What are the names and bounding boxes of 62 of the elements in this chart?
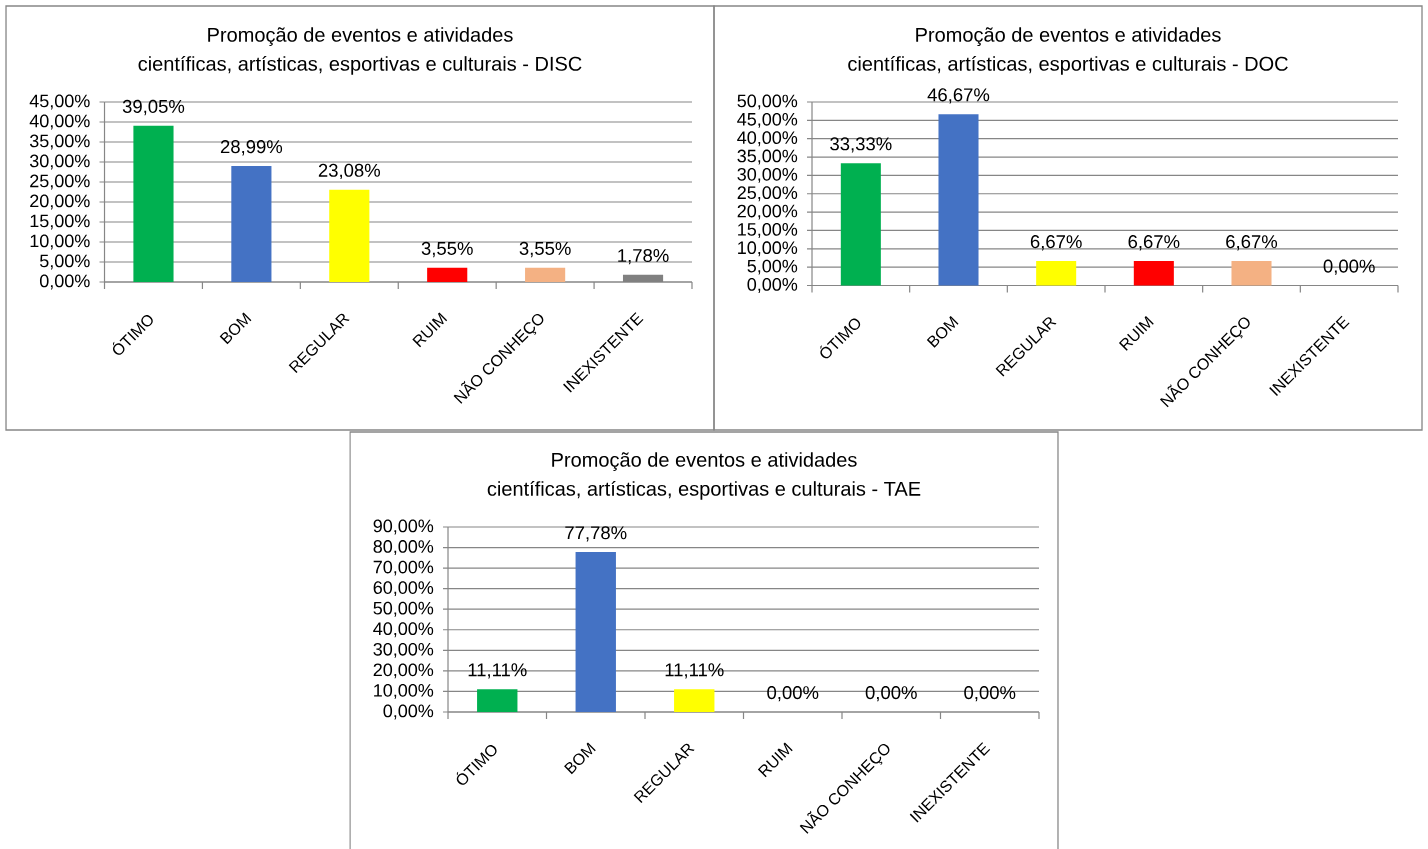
bar — [329, 189, 370, 282]
y-tick-label: 40,00% — [29, 114, 90, 130]
data-label: 39,05% — [122, 99, 185, 116]
y-tick-label: 30,00% — [737, 167, 798, 183]
y-tick-label: 50,00% — [737, 94, 798, 110]
data-label: 11,11% — [468, 663, 527, 679]
data-label: 0,00% — [964, 686, 1016, 702]
bar — [525, 267, 566, 282]
data-label: 46,67% — [927, 88, 990, 104]
y-tick-label: 20,00% — [373, 663, 434, 679]
bar — [133, 125, 174, 282]
data-label: 0,00% — [865, 686, 917, 702]
data-label: 6,67% — [1226, 235, 1278, 251]
y-tick-label: 50,00% — [373, 601, 434, 617]
y-tick-label: 20,00% — [30, 194, 90, 210]
y-tick-label: 0,00% — [383, 704, 434, 720]
y-tick-label: 70,00% — [373, 560, 434, 576]
bar — [1036, 261, 1077, 286]
bar — [427, 267, 468, 282]
data-label: 28,99% — [220, 140, 283, 156]
y-tick-label: 40,00% — [737, 131, 798, 147]
y-tick-label: 80,00% — [373, 540, 434, 555]
data-label: 0,00% — [767, 686, 819, 702]
y-tick-label: 25,00% — [737, 186, 798, 202]
y-tick-label: 10,00% — [30, 234, 90, 250]
data-label: 1,78% — [618, 248, 669, 265]
bar — [231, 166, 272, 282]
bar — [1231, 261, 1272, 286]
y-tick-label: 25,00% — [30, 174, 90, 190]
y-tick-label: 30,00% — [29, 154, 90, 170]
data-label: 3,55% — [421, 241, 473, 258]
y-tick-label: 0,00% — [39, 274, 90, 290]
data-label: 3,55% — [519, 241, 571, 258]
data-label: 6,67% — [1128, 235, 1180, 251]
y-tick-label: 10,00% — [738, 241, 798, 257]
y-tick-label: 35,00% — [29, 134, 90, 150]
data-label: 11,11% — [665, 663, 724, 679]
chart-title: Promoção de eventos e atividades científicas, artísticas, esportivas e culturais - TAE — [487, 452, 921, 500]
y-tick-label: 0,00% — [747, 278, 798, 293]
y-tick-label: 45,00% — [737, 112, 798, 128]
bar — [938, 114, 979, 286]
y-tick-label: 5,00% — [747, 259, 798, 275]
data-label: 33,33% — [830, 137, 892, 153]
y-tick-label: 35,00% — [737, 149, 798, 165]
data-label: 6,67% — [1030, 235, 1082, 251]
y-tick-label: 60,00% — [373, 581, 434, 597]
data-label: 0,00% — [1323, 259, 1375, 275]
chart-title: Promoção de eventos e atividades científicas, artísticas, esportivas e culturais - DISC — [138, 27, 582, 75]
y-tick-label: 45,00% — [29, 94, 90, 110]
data-label: 77,78% — [565, 526, 627, 542]
y-tick-label: 15,00% — [738, 223, 798, 238]
y-tick-label: 10,00% — [374, 683, 434, 699]
data-label: 23,08% — [318, 163, 380, 180]
bar — [840, 163, 881, 286]
bar — [1133, 261, 1174, 286]
y-tick-label: 5,00% — [39, 254, 90, 270]
y-tick-label: 90,00% — [373, 519, 434, 535]
chart-title: Promoção de eventos e atividades científicas, artísticas, esportivas e culturais - DOC — [848, 27, 1288, 75]
y-tick-label: 20,00% — [737, 204, 798, 220]
y-tick-label: 15,00% — [30, 214, 90, 230]
y-tick-label: 30,00% — [373, 642, 434, 658]
y-tick-label: 40,00% — [373, 622, 434, 638]
